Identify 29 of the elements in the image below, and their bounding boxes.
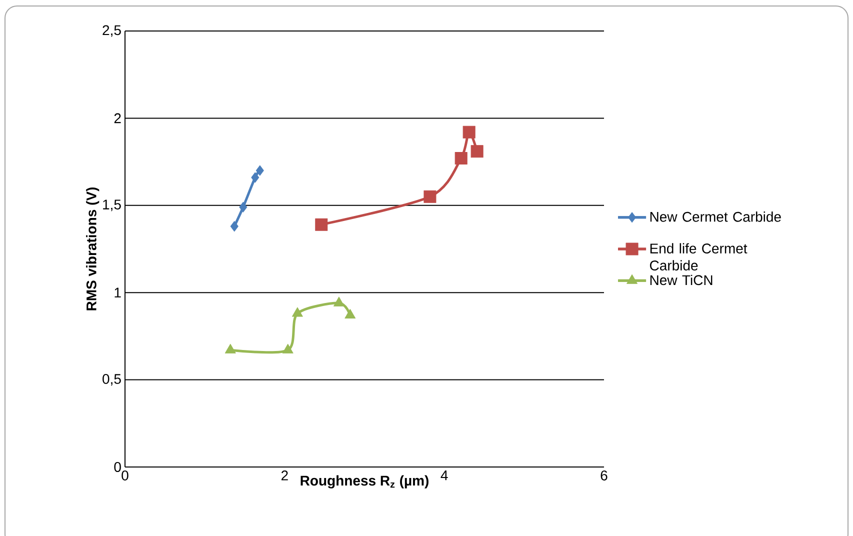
point [334,296,344,306]
y-axis-title: RMS vibrations (V) [86,187,100,310]
point [256,165,264,176]
y-tick-label: 1 [114,288,121,298]
point [424,190,436,203]
y-tick-label: 0 [114,462,121,472]
point [224,344,236,354]
point [239,202,248,212]
x-tick-label: 6 [600,470,608,480]
x-axis-title: Roughness R$_{z}$ (µm) [300,475,428,488]
point [454,152,468,165]
point [470,145,484,158]
legend-label: End life Cermet Carbide [650,243,748,270]
y-tick-label: 2 [114,113,121,124]
y-tick-label: 1,5 [103,200,121,212]
point [315,218,328,231]
point [344,309,356,319]
y-tick-label: 0,5 [102,374,121,386]
y-tick-label: 2,5 [102,25,121,37]
point [230,221,238,232]
point [292,307,303,317]
point [282,344,294,354]
x-tick-label: 4 [440,470,448,480]
legend-label: New TiCN [650,274,712,286]
point [462,126,476,138]
point [251,172,260,183]
legend-label: New Cermet Carbide [650,212,781,222]
x-tick-label: 2 [281,470,288,480]
x-tick-label: 0 [122,470,128,480]
